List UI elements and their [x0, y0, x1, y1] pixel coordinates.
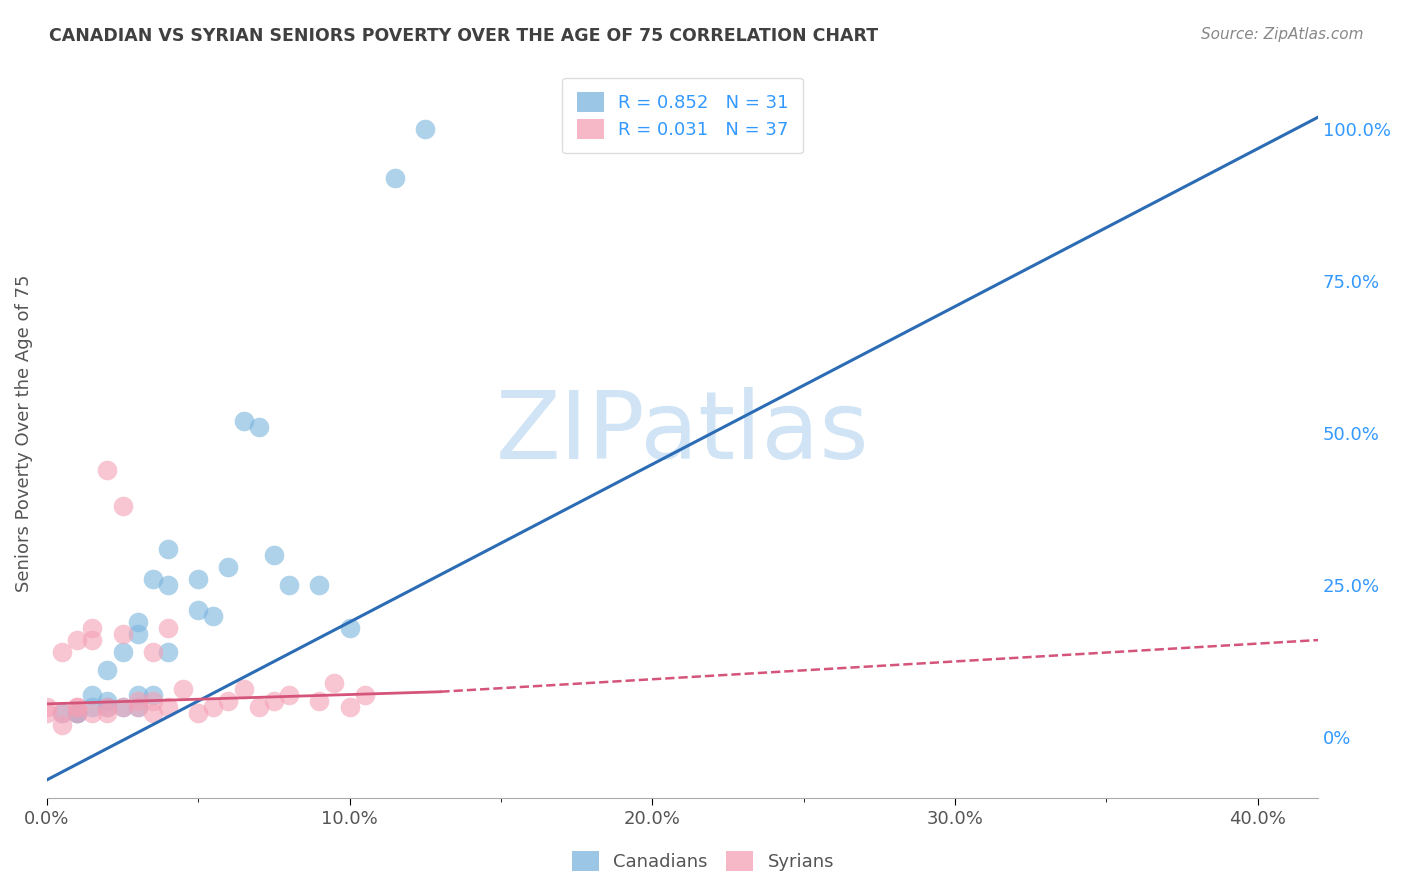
- Point: [172, 681, 194, 696]
- Point: [96, 463, 118, 477]
- Point: [82, 621, 104, 635]
- Point: [232, 414, 254, 428]
- Point: [323, 675, 346, 690]
- Point: [202, 608, 225, 623]
- Point: [127, 700, 149, 714]
- Point: [339, 621, 361, 635]
- Point: [263, 694, 285, 708]
- Point: [111, 500, 134, 514]
- Point: [278, 688, 301, 702]
- Point: [111, 700, 134, 714]
- Point: [353, 688, 375, 702]
- Point: [156, 700, 179, 714]
- Point: [66, 706, 89, 720]
- Point: [187, 706, 209, 720]
- Point: [66, 706, 89, 720]
- Point: [82, 688, 104, 702]
- Point: [127, 694, 149, 708]
- Point: [82, 706, 104, 720]
- Point: [35, 700, 58, 714]
- Point: [51, 645, 73, 659]
- Y-axis label: Seniors Poverty Over the Age of 75: Seniors Poverty Over the Age of 75: [15, 275, 32, 592]
- Point: [96, 706, 118, 720]
- Point: [51, 718, 73, 732]
- Point: [384, 171, 406, 186]
- Point: [308, 578, 330, 592]
- Point: [247, 700, 270, 714]
- Point: [156, 578, 179, 592]
- Point: [142, 694, 165, 708]
- Point: [96, 700, 118, 714]
- Point: [263, 548, 285, 562]
- Point: [142, 688, 165, 702]
- Point: [218, 560, 240, 574]
- Point: [127, 688, 149, 702]
- Point: [142, 572, 165, 586]
- Point: [82, 633, 104, 648]
- Text: ZIPatlas: ZIPatlas: [496, 387, 869, 479]
- Point: [156, 621, 179, 635]
- Point: [156, 541, 179, 556]
- Point: [156, 645, 179, 659]
- Legend: Canadians, Syrians: Canadians, Syrians: [565, 844, 841, 879]
- Point: [187, 602, 209, 616]
- Point: [51, 706, 73, 720]
- Point: [278, 578, 301, 592]
- Point: [111, 700, 134, 714]
- Point: [66, 700, 89, 714]
- Legend: R = 0.852   N = 31, R = 0.031   N = 37: R = 0.852 N = 31, R = 0.031 N = 37: [562, 78, 803, 153]
- Point: [82, 700, 104, 714]
- Text: Source: ZipAtlas.com: Source: ZipAtlas.com: [1201, 27, 1364, 42]
- Point: [51, 706, 73, 720]
- Point: [232, 681, 254, 696]
- Point: [142, 645, 165, 659]
- Point: [142, 706, 165, 720]
- Point: [413, 122, 436, 136]
- Point: [111, 645, 134, 659]
- Point: [66, 633, 89, 648]
- Point: [127, 700, 149, 714]
- Point: [339, 700, 361, 714]
- Point: [35, 706, 58, 720]
- Point: [66, 706, 89, 720]
- Point: [96, 700, 118, 714]
- Point: [96, 694, 118, 708]
- Point: [202, 700, 225, 714]
- Text: CANADIAN VS SYRIAN SENIORS POVERTY OVER THE AGE OF 75 CORRELATION CHART: CANADIAN VS SYRIAN SENIORS POVERTY OVER …: [49, 27, 879, 45]
- Point: [247, 420, 270, 434]
- Point: [66, 700, 89, 714]
- Point: [308, 694, 330, 708]
- Point: [187, 572, 209, 586]
- Point: [111, 627, 134, 641]
- Point: [127, 627, 149, 641]
- Point: [96, 664, 118, 678]
- Point: [127, 615, 149, 629]
- Point: [218, 694, 240, 708]
